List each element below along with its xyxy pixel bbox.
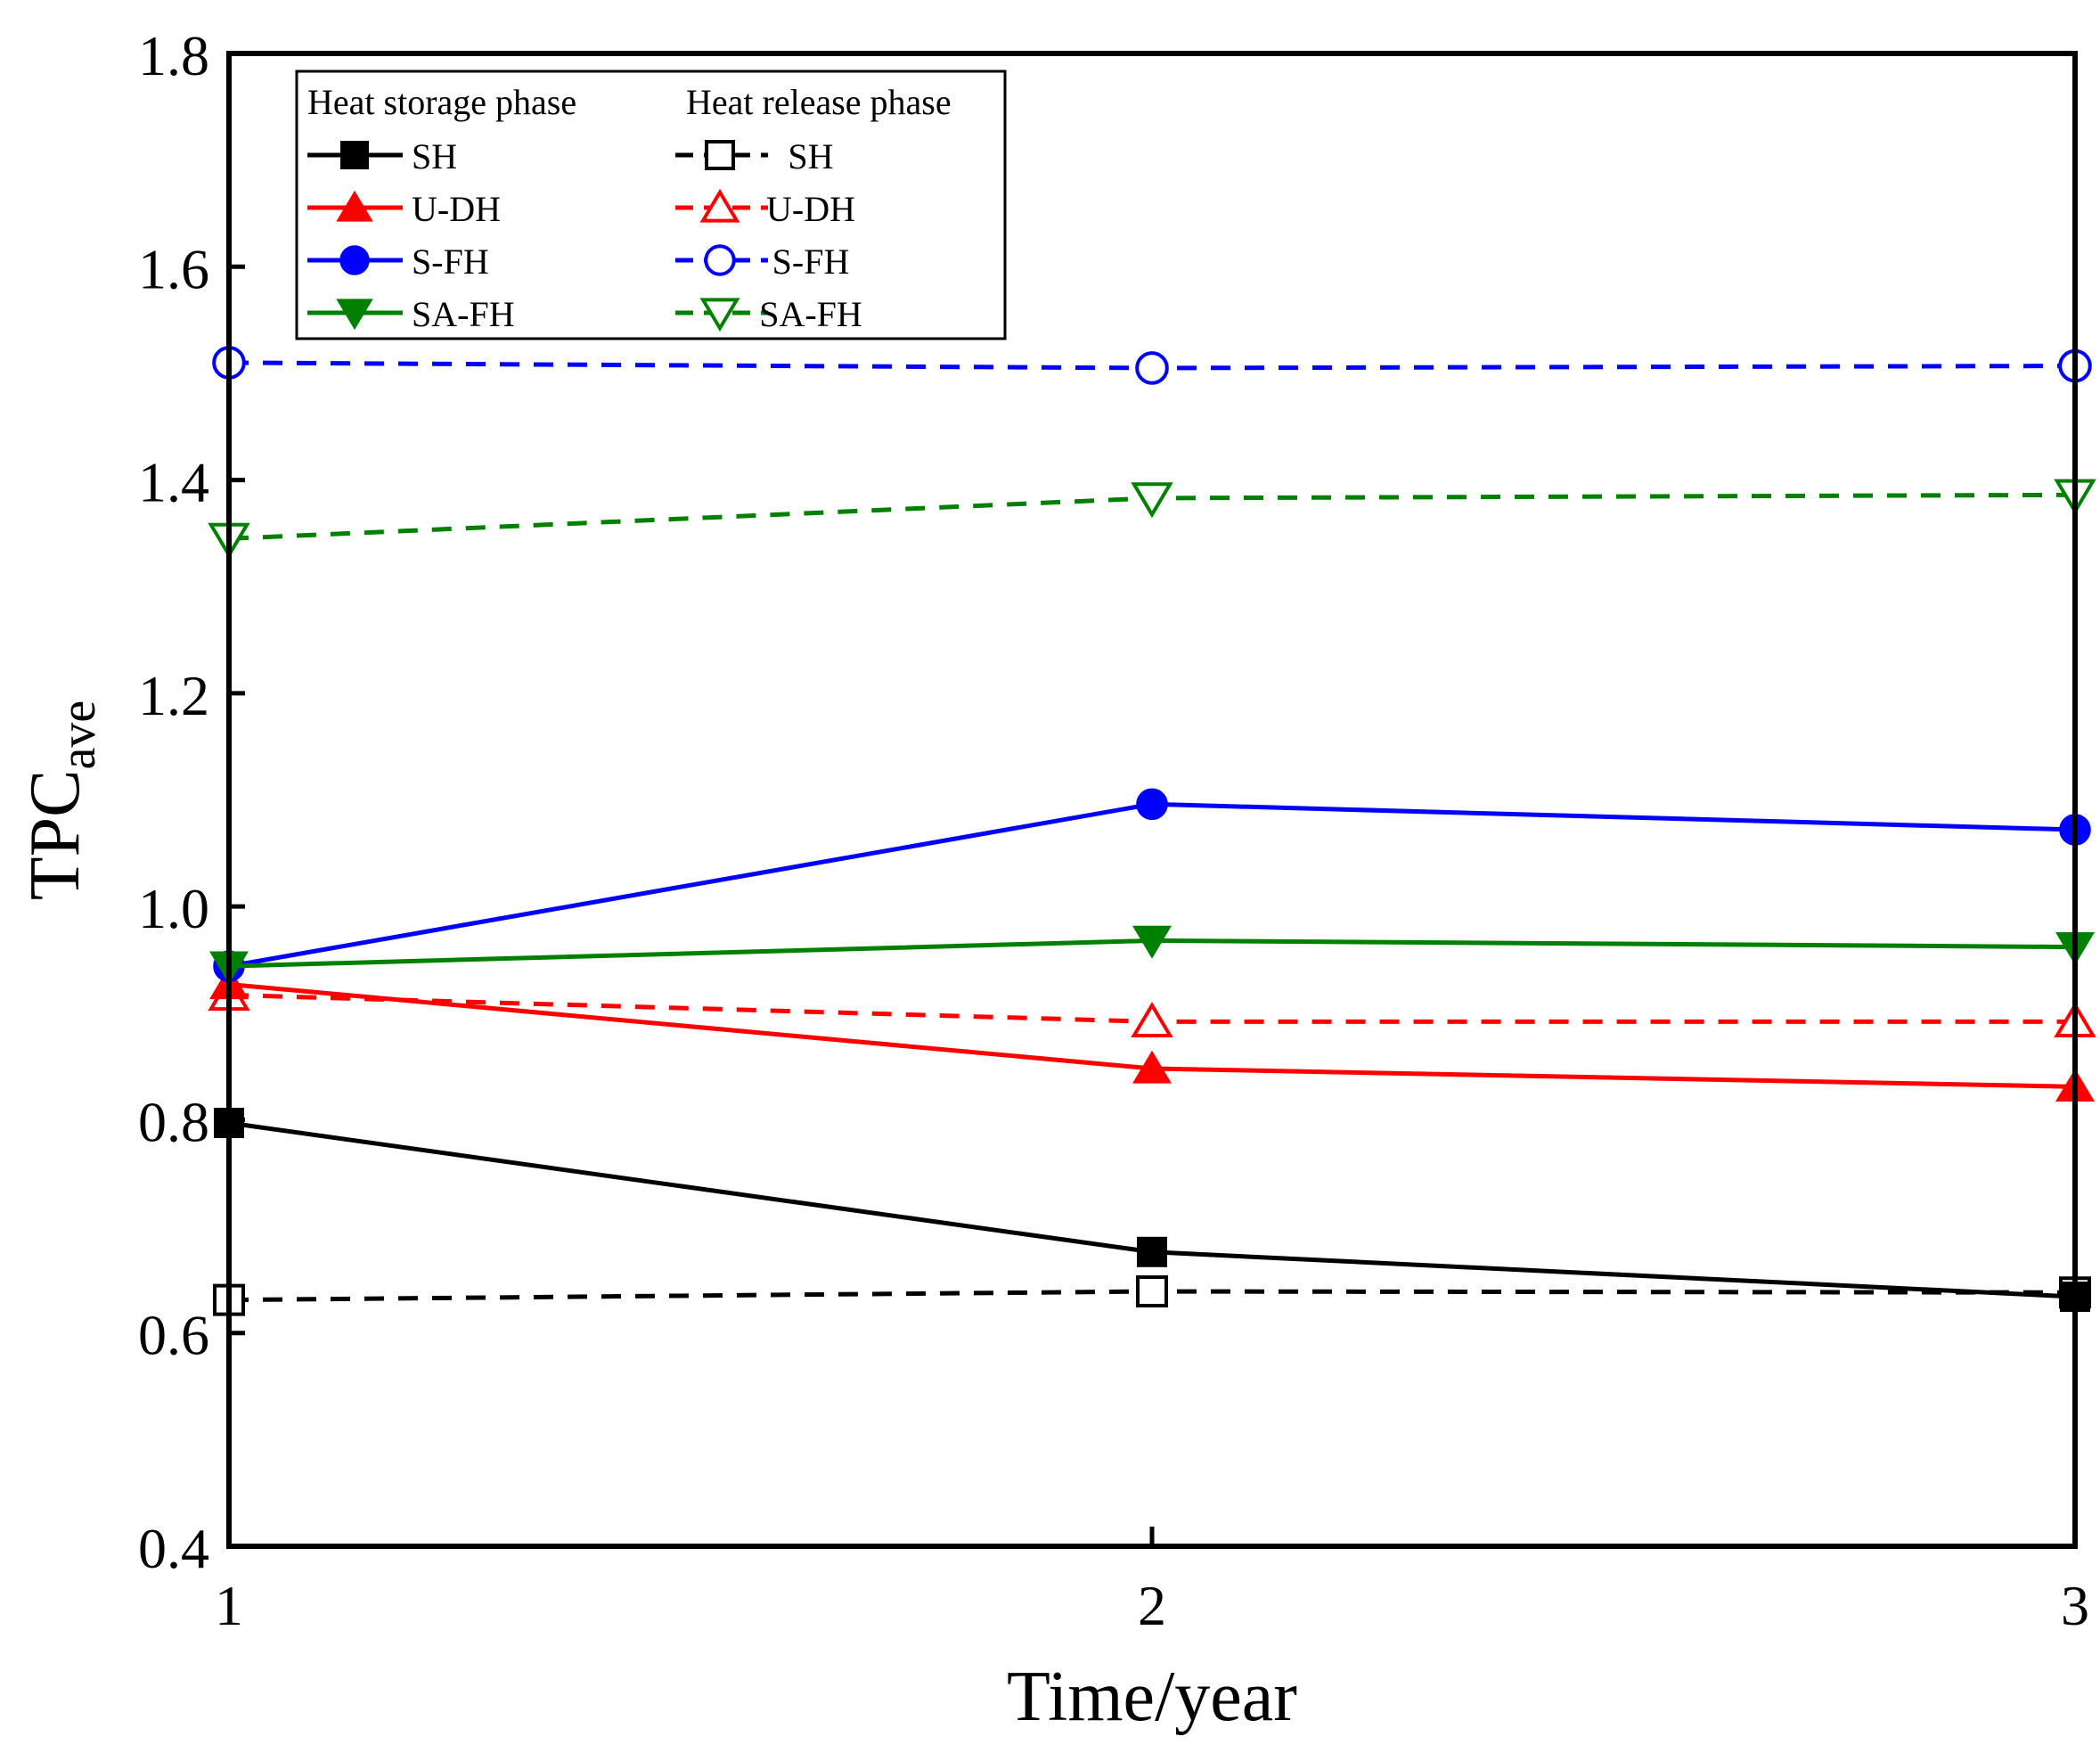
legend-item-release-u-dh: U-DH xyxy=(675,188,855,229)
y-tick-label: 1.4 xyxy=(138,451,209,514)
data-point-release-u-dh xyxy=(1131,1002,1173,1037)
legend-marker xyxy=(705,140,735,170)
data-point-storage-sa-fh xyxy=(1132,925,1172,959)
legend-label: SH xyxy=(412,136,457,176)
y-axis-label: TPCave xyxy=(16,700,106,900)
legend-marker xyxy=(699,298,740,332)
legend-marker xyxy=(699,188,740,223)
data-point-storage-u-dh xyxy=(1132,1050,1172,1084)
legend-marker xyxy=(336,299,373,331)
y-tick-label: 1.0 xyxy=(138,877,209,940)
plot-frame xyxy=(226,51,2078,1549)
legend-item-storage-s-fh: S-FH xyxy=(307,242,489,282)
y-axis-label-subscript: ave xyxy=(51,700,106,770)
legend-item-storage-sa-fh: SA-FH xyxy=(307,294,515,334)
y-tick-label: 1.2 xyxy=(138,664,209,727)
data-point-release-sa-fh xyxy=(1131,482,1173,519)
legend: Heat storage phase Heat release phase SH U-… xyxy=(295,70,1007,340)
legend-label: U-DH xyxy=(412,189,501,229)
legend-label: SH xyxy=(788,136,833,176)
series-layer xyxy=(208,346,2096,1316)
legend-marker xyxy=(704,244,736,276)
legend-marker xyxy=(336,190,373,222)
series-release-s-fh xyxy=(212,346,2092,385)
y-tick-label: 1.8 xyxy=(138,24,209,87)
legend-item-release-s-fh: S-FH xyxy=(675,242,849,282)
legend-label: S-FH xyxy=(412,242,489,282)
y-tick-label: 0.8 xyxy=(138,1090,209,1153)
y-axis-label-main: TPC xyxy=(16,770,94,901)
data-point-release-sh xyxy=(1136,1275,1168,1308)
data-point-release-s-fh xyxy=(1135,351,1169,385)
legend-label: S-FH xyxy=(772,242,850,282)
legend-item-storage-u-dh: U-DH xyxy=(307,189,501,229)
legend-heading-storage: Heat storage phase xyxy=(307,82,576,122)
y-tick-label: 1.6 xyxy=(138,237,209,300)
x-tick-label: 2 xyxy=(1138,1574,1166,1637)
legend-label: SA-FH xyxy=(412,294,515,334)
legend-label: U-DH xyxy=(766,189,855,229)
legend-item-release-sa-fh: SA-FH xyxy=(675,294,862,334)
legend-marker xyxy=(340,141,369,169)
x-tick-label: 3 xyxy=(2061,1574,2089,1637)
data-point-storage-s-fh xyxy=(1136,788,1168,821)
axes-layer: 0.4 0.6 0.8 1.0 1.2 1.4 1.6 1.8 1 2 3 xyxy=(138,24,2089,1637)
legend-marker xyxy=(339,245,370,275)
y-tick-label: 0.6 xyxy=(138,1304,209,1367)
svg-text:TPCave: TPCave xyxy=(16,700,106,900)
legend-box xyxy=(295,70,1007,340)
legend-item-storage-sh: SH xyxy=(307,136,457,176)
data-point-storage-sh xyxy=(1137,1236,1167,1267)
x-tick-label: 1 xyxy=(215,1574,243,1637)
y-tick-label: 0.4 xyxy=(138,1517,209,1580)
x-axis-label: Time/year xyxy=(1007,1658,1297,1736)
legend-item-release-sh: SH xyxy=(675,136,834,176)
legend-heading-release: Heat release phase xyxy=(686,82,952,122)
legend-label: SA-FH xyxy=(759,294,862,334)
